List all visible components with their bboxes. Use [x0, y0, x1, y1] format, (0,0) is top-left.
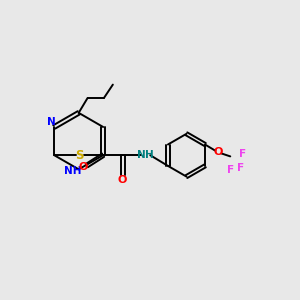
Text: N: N: [136, 150, 146, 160]
Text: F: F: [227, 165, 234, 176]
Text: S: S: [75, 149, 84, 162]
Text: H: H: [145, 150, 154, 160]
Text: F: F: [236, 163, 244, 173]
Text: O: O: [118, 175, 127, 185]
Text: O: O: [79, 162, 88, 172]
Text: N: N: [47, 117, 56, 127]
Text: O: O: [214, 147, 223, 157]
Text: F: F: [238, 149, 246, 159]
Text: NH: NH: [64, 166, 82, 176]
